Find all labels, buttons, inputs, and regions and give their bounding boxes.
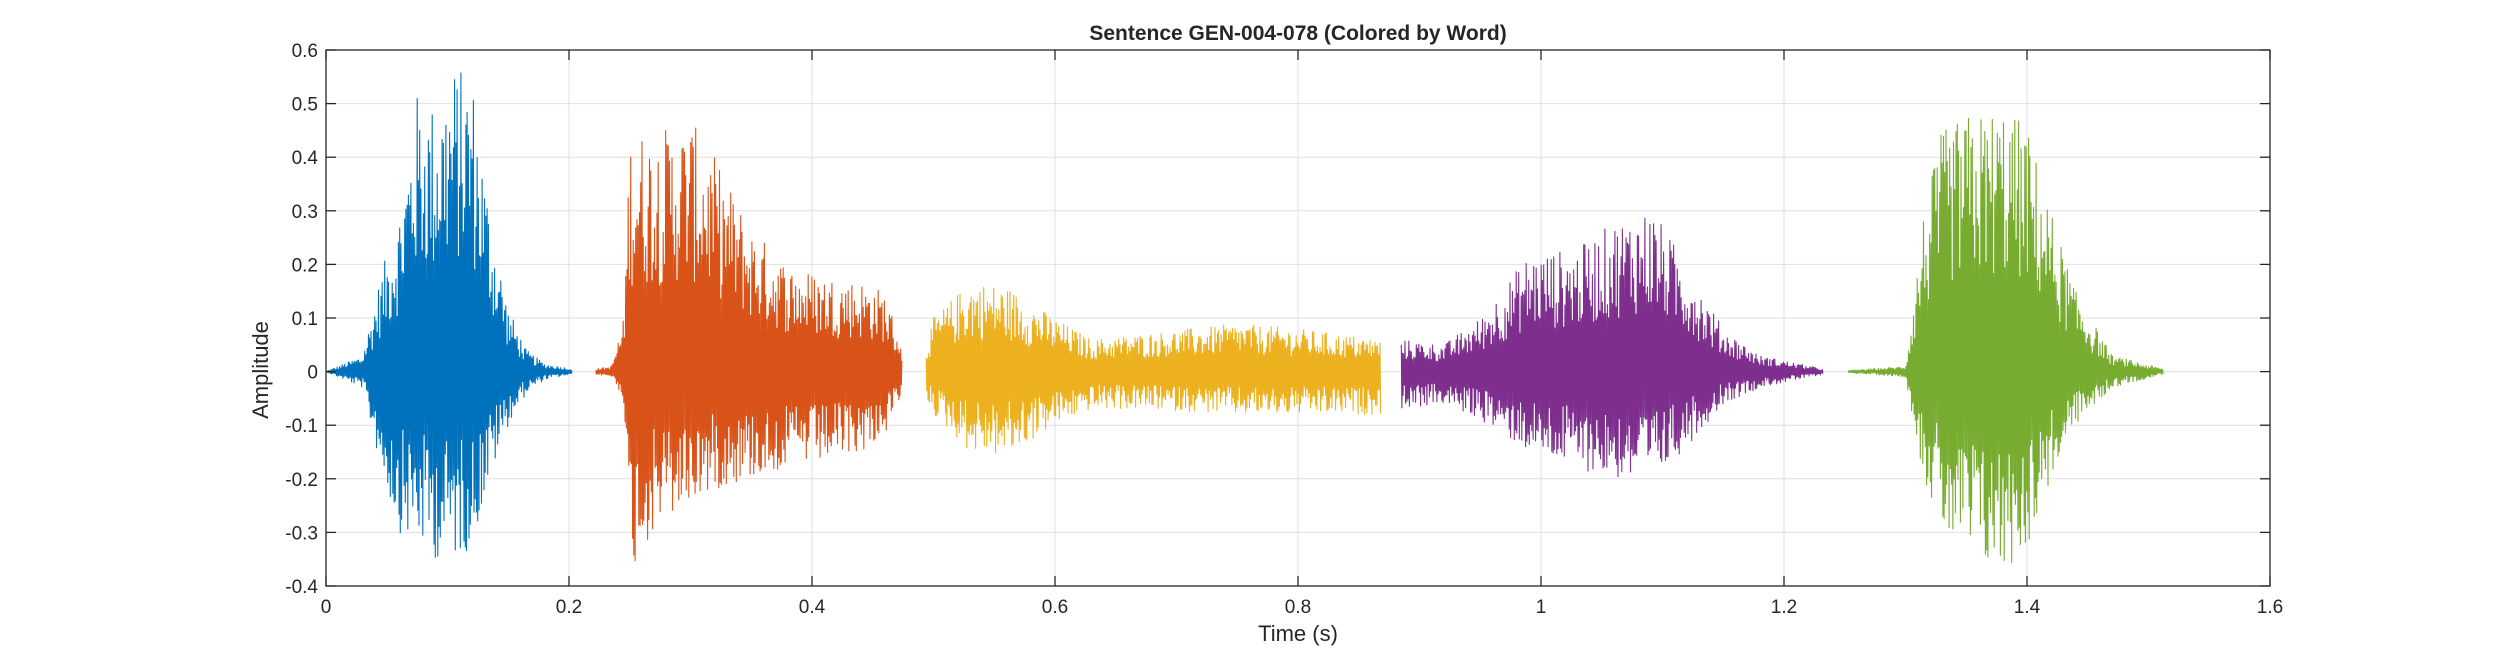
- y-tick-label: -0.3: [285, 523, 318, 544]
- tick-labels: 0 0.2 0.4 0.6 0.8 1 1.2 1.4 1.6 -0.4 -0.3 -0.2 -0.1 0…: [285, 41, 2283, 618]
- waveform-line: [925, 286, 1382, 454]
- y-tick-label: 0.4: [292, 148, 319, 169]
- waveform-line: [1400, 217, 1824, 478]
- chart-title: Sentence GEN-004-078 (Colored by Word): [1089, 22, 1506, 45]
- y-tick-label: 0: [307, 363, 318, 384]
- y-tick-label: 0.5: [292, 95, 318, 116]
- y-tick-label: 0.6: [292, 41, 318, 62]
- x-tick-label: 0.2: [556, 597, 582, 618]
- word-series: [325, 72, 573, 558]
- x-tick-label: 0: [321, 597, 332, 618]
- x-tick-label: 0.8: [1285, 597, 1311, 618]
- word-series: [595, 127, 903, 562]
- x-tick-label: 0.6: [1042, 597, 1068, 618]
- x-tick-label: 1.2: [1771, 597, 1797, 618]
- x-tick-label: 1.6: [2257, 597, 2283, 618]
- y-tick-label: -0.4: [285, 577, 318, 598]
- axes: [325, 49, 2271, 587]
- waveform-line: [595, 127, 903, 562]
- x-tick-label: 1: [1536, 597, 1547, 618]
- series-layer: [325, 72, 2164, 564]
- x-tick-label: 0.4: [799, 597, 826, 618]
- y-axis-label: Amplitude: [248, 321, 273, 419]
- y-tick-label: 0.3: [292, 202, 318, 223]
- y-tick-label: 0.1: [292, 309, 318, 330]
- y-tick-label: -0.2: [285, 470, 318, 491]
- word-series: [1847, 117, 2164, 564]
- x-tick-label: 1.4: [2014, 597, 2041, 618]
- word-series: [1400, 217, 1824, 478]
- word-series: [925, 286, 1382, 454]
- waveform-line: [325, 72, 573, 558]
- y-tick-label: 0.2: [292, 255, 318, 276]
- waveform-line: [1847, 117, 2164, 564]
- x-axis-label: Time (s): [1258, 621, 1338, 646]
- y-tick-label: -0.1: [285, 416, 318, 437]
